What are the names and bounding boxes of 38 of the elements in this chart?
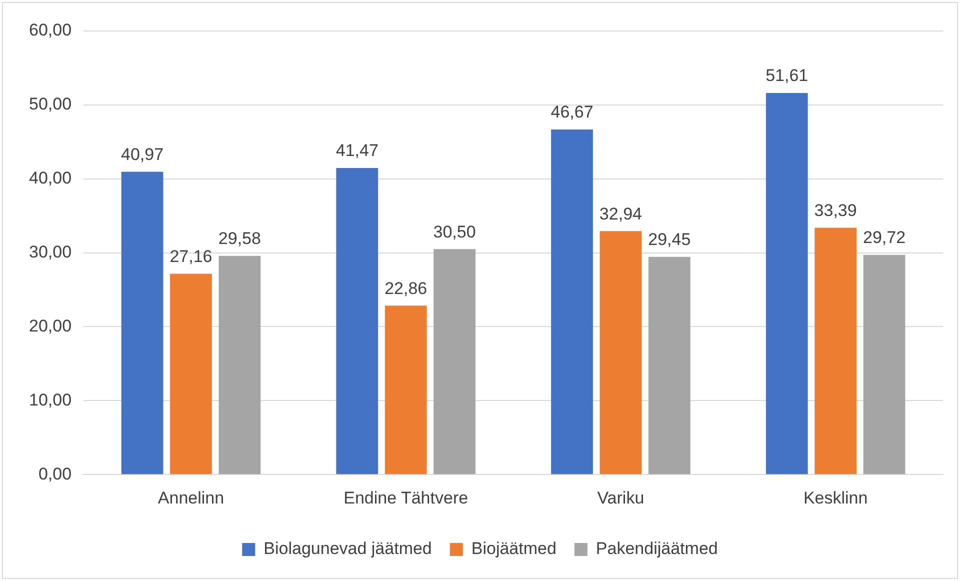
bar — [863, 254, 906, 474]
y-tick-label: 10,00 — [28, 390, 72, 410]
data-label: 29,58 — [218, 229, 261, 248]
x-tick-label: Annelinn — [158, 488, 224, 508]
y-tick-label: 20,00 — [28, 316, 72, 336]
data-label: 30,50 — [433, 222, 476, 242]
x-tick-label: Kesklinn — [803, 488, 868, 508]
bar — [170, 274, 212, 474]
y-tick-label: 40,00 — [28, 168, 72, 188]
bar — [551, 130, 593, 474]
data-label: 40,97 — [121, 144, 164, 164]
y-tick-label: 50,00 — [28, 94, 72, 114]
bar — [434, 249, 476, 474]
y-tick-label: 0,00 — [38, 464, 72, 484]
data-label: 29,72 — [862, 228, 906, 248]
legend-label: Biojäätmed — [471, 539, 556, 558]
data-label: 29,45 — [648, 230, 691, 250]
data-label: 27,16 — [170, 246, 212, 266]
x-tick-label: Variku — [597, 488, 644, 508]
bar — [121, 172, 164, 474]
y-tick-label: 60,00 — [28, 20, 72, 40]
data-label: 33,39 — [814, 200, 857, 220]
legend-label: Biolagunevad jäätmed — [264, 539, 432, 558]
legend-label: Pakendijäätmed — [596, 539, 718, 558]
bar — [218, 256, 261, 474]
x-tick-label: Endine Tähtvere — [344, 488, 468, 508]
data-label: 32,94 — [599, 204, 642, 224]
bar — [384, 306, 427, 474]
data-label: 41,47 — [336, 141, 378, 160]
data-label: 51,61 — [766, 66, 808, 86]
bar — [336, 168, 378, 474]
y-tick-label: 30,00 — [28, 242, 72, 262]
bar — [814, 228, 857, 474]
bar — [600, 231, 642, 474]
bar — [648, 256, 690, 474]
bar — [766, 93, 808, 474]
data-label: 46,67 — [550, 102, 594, 122]
data-label: 22,86 — [384, 278, 428, 298]
